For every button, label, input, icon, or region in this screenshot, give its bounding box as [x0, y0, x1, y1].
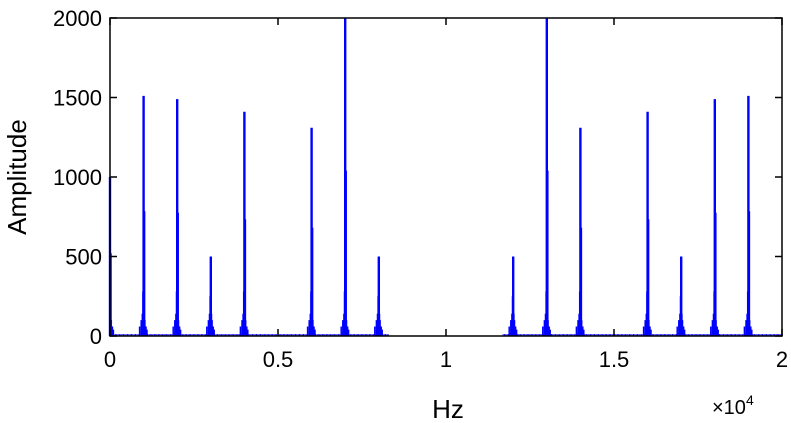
x-tick-label: 2 [776, 347, 788, 372]
x-tick-label: 0 [104, 347, 116, 372]
spectrum-peak [239, 111, 249, 336]
x-axis-label: Hz [432, 394, 464, 423]
y-tick-label: 1000 [53, 165, 102, 190]
spectrum-peak [743, 95, 753, 336]
spectrum-peak [676, 256, 686, 336]
spectrum-peak [306, 127, 316, 336]
spectrum-series [108, 18, 782, 336]
x-axis-ticks: 0 0.5 1 1.5 2 [104, 18, 788, 372]
x-tick-label: 1.5 [599, 347, 630, 372]
plot-background [110, 18, 782, 336]
y-axis-ticks: 0 500 1000 1500 2000 [53, 6, 782, 349]
spectrum-peak [642, 111, 652, 336]
x-tick-label: 0.5 [263, 347, 294, 372]
spectrum-peak [206, 256, 215, 336]
spectrum-peak [710, 99, 719, 336]
spectrum-peak [374, 256, 383, 336]
spectrum-peak [508, 256, 518, 336]
x-multiplier-base: ×10 [712, 397, 746, 419]
y-tick-label: 0 [90, 324, 102, 349]
spectrum-peak [340, 18, 350, 336]
y-tick-label: 500 [65, 245, 102, 270]
y-axis-label: Amplitude [2, 119, 32, 235]
spectrum-peak [172, 99, 182, 336]
x-axis-multiplier: ×104 [712, 392, 754, 419]
x-multiplier-exponent: 4 [746, 392, 754, 408]
spectrum-peak [575, 127, 585, 336]
plot-area [110, 18, 782, 336]
x-tick-label: 1 [440, 347, 452, 372]
y-tick-label: 1500 [53, 86, 102, 111]
spectrum-peak [542, 18, 551, 336]
spectrum-peak [138, 95, 148, 336]
y-tick-label: 2000 [53, 6, 102, 31]
